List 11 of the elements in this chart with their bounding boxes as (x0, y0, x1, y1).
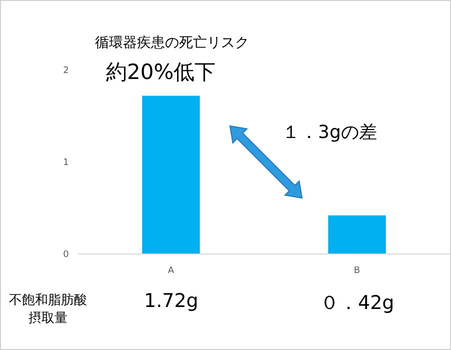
x-tick-label: A (168, 266, 175, 276)
y-tick-label: 0 (63, 250, 70, 260)
data-label: ０．42g (320, 291, 394, 316)
x-tick-label: B (354, 266, 360, 276)
data-label: 1.72g (144, 290, 198, 312)
annotation: １．3gの差 (282, 121, 377, 144)
chart-title: 循環器疾患の死亡リスク (95, 34, 249, 52)
text: 不飽和脂肪酸摂取量 (8, 292, 88, 328)
y-tick-label: 2 (63, 66, 69, 76)
chart-subtitle: 約20%低下 (106, 59, 216, 86)
y-tick-label: 1 (63, 158, 69, 168)
